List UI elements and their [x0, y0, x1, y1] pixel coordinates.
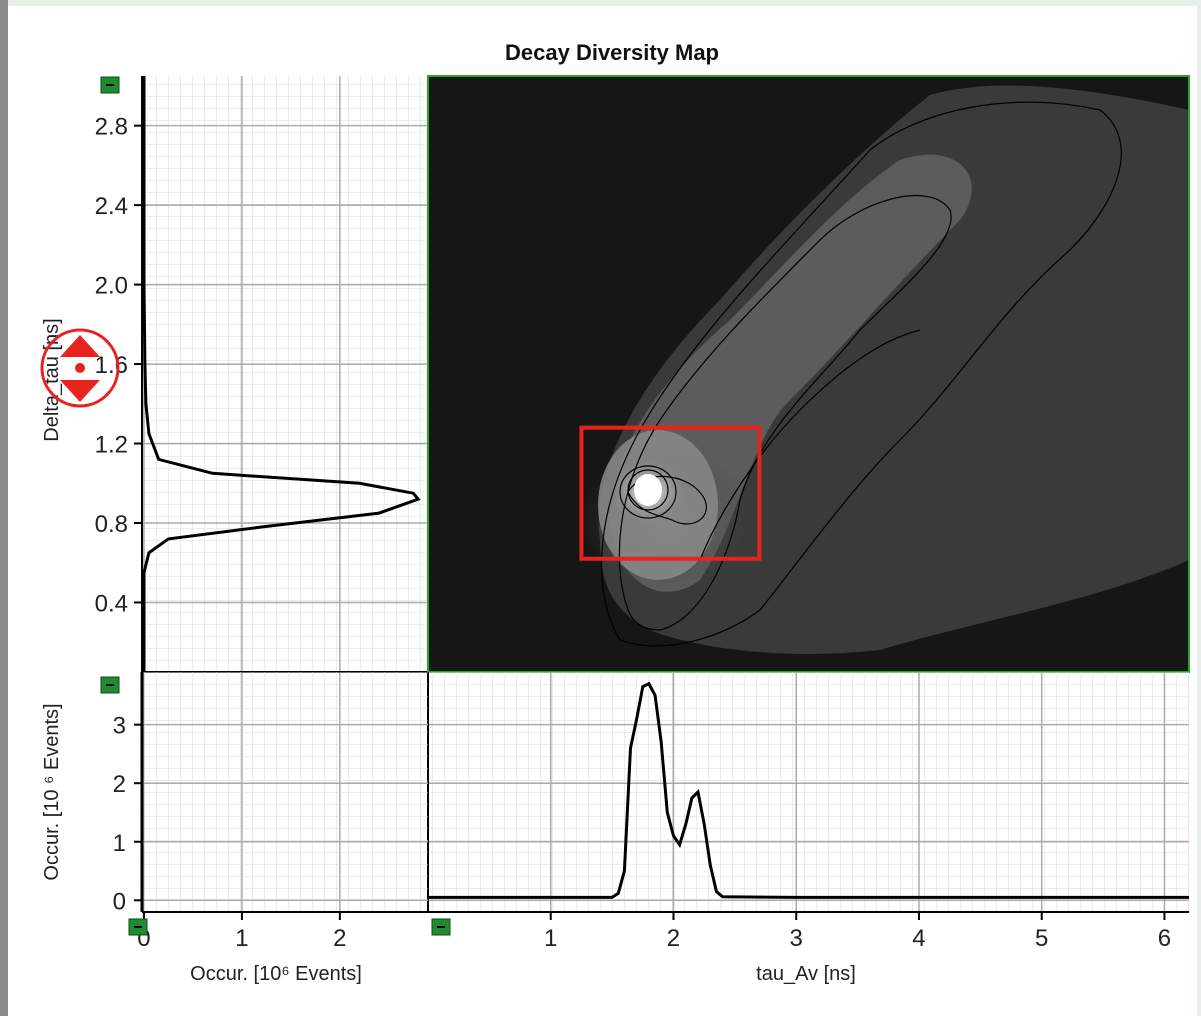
- chart-title: Decay Diversity Map: [505, 40, 719, 65]
- x-tick-label: 2: [667, 925, 680, 952]
- occurrence-y-tick-label: 1: [113, 830, 126, 857]
- x-tick-label: 5: [1035, 925, 1048, 952]
- x-tick-label: 3: [790, 925, 803, 952]
- occurrence-y-tick-label: 2: [113, 771, 126, 798]
- occurrence-x-tick-label: 2: [333, 925, 346, 952]
- map-peak: [634, 474, 662, 506]
- y-histogram-curve: [142, 76, 421, 672]
- corner-major-grid: [142, 723, 428, 902]
- occurrence-y-tick-label: 3: [113, 713, 126, 740]
- occurrence-y-axis-label: Occur. [10 ⁶ Events]: [41, 703, 63, 880]
- y-tick-label: 0.8: [95, 511, 128, 538]
- selection-rectangle[interactable]: [579, 425, 762, 561]
- window-top-border: [8, 0, 1201, 6]
- x-axis-label: tau_Av [ns]: [756, 963, 856, 985]
- axis-markers[interactable]: [100, 76, 451, 936]
- decay-map: [427, 75, 1190, 673]
- occurrence-x-axis-label: Occur. [10⁶ Events]: [190, 963, 362, 985]
- x-histogram-curve: [428, 681, 1189, 899]
- window-right-border: [1197, 0, 1201, 1016]
- pan-arrows-icon[interactable]: [40, 328, 120, 408]
- corner-panel: 0 1 2 3 0 1 2 Occur. [10 ⁶ Events] Occur. [10…: [41, 672, 428, 985]
- y-axis-ticks: 0.4 0.8 1.2 1.6 2.0 2.4 2.8: [95, 114, 142, 617]
- occurrence-y-ticks: 0 1 2 3: [113, 713, 142, 915]
- x-tick-label: 1: [544, 925, 557, 952]
- occurrence-x-tick-label: 1: [235, 925, 248, 952]
- y-tick-label: 1.6: [95, 352, 128, 379]
- map-contours: [601, 101, 1122, 647]
- x-tick-label: 4: [912, 925, 925, 952]
- y-tick-label: 0.4: [95, 590, 128, 617]
- corner-grid: [142, 672, 428, 912]
- y-histogram-grid: [142, 76, 428, 672]
- y-tick-label: 2.4: [95, 193, 128, 220]
- x-tick-label: 6: [1158, 925, 1171, 952]
- y-tick-label: 2.8: [95, 114, 128, 141]
- window-left-border: [0, 0, 8, 1016]
- x-histogram-grid: [428, 672, 1189, 912]
- occurrence-y-tick-label: 0: [113, 888, 126, 915]
- y-histogram-panel: 0.40.81.21.62.02.42.8 Delta_tau [ns]: [41, 76, 428, 912]
- x-axis-ticks: 1 2 3 4 5 6: [544, 912, 1171, 952]
- x-histogram-panel: 1 2 3 4 5 6 tau_Av [ns]: [427, 672, 1189, 985]
- x-histogram-major-grid: [428, 672, 1189, 912]
- y-tick-label: 2.0: [95, 273, 128, 300]
- y-tick-label: 1.2: [95, 432, 128, 459]
